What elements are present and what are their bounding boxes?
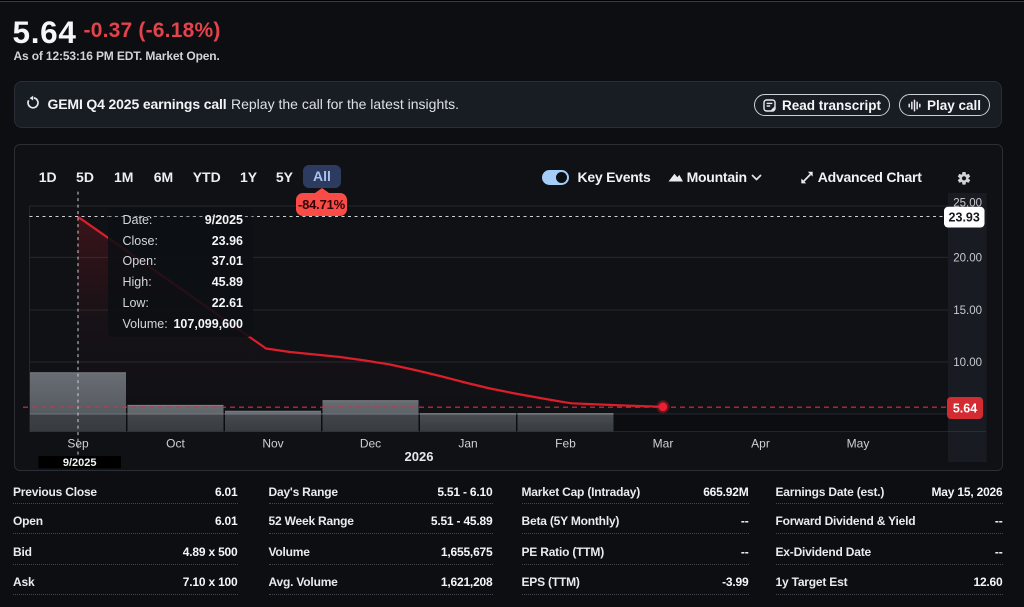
svg-text:Nov: Nov bbox=[262, 437, 283, 451]
svg-text:23.93: 23.93 bbox=[949, 210, 980, 224]
svg-text:2026: 2026 bbox=[405, 449, 434, 464]
svg-text:Oct: Oct bbox=[166, 437, 185, 451]
svg-text:10.00: 10.00 bbox=[953, 357, 982, 369]
svg-text:Mar: Mar bbox=[653, 437, 674, 451]
svg-text:Dec: Dec bbox=[360, 437, 381, 451]
svg-text:Apr: Apr bbox=[751, 437, 770, 451]
svg-text:15.00: 15.00 bbox=[953, 305, 982, 317]
svg-text:Feb: Feb bbox=[555, 437, 576, 451]
svg-text:9/2025: 9/2025 bbox=[63, 457, 97, 469]
svg-text:Sep: Sep bbox=[67, 437, 89, 451]
svg-text:25.00: 25.00 bbox=[953, 198, 982, 210]
svg-text:20.00: 20.00 bbox=[953, 252, 982, 264]
svg-text:5.64: 5.64 bbox=[953, 402, 977, 416]
svg-text:Jan: Jan bbox=[458, 437, 477, 451]
svg-text:May: May bbox=[847, 437, 870, 451]
